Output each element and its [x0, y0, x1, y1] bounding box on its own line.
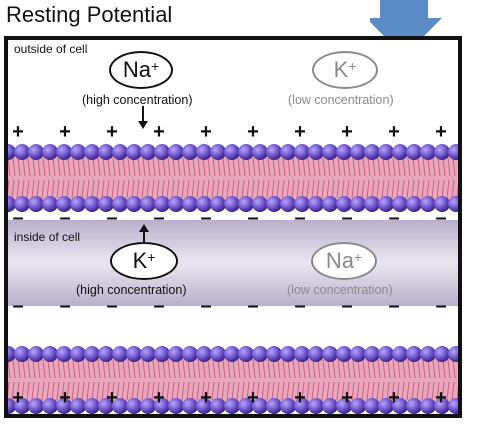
positive-charge: +	[12, 387, 24, 409]
positive-charge: +	[388, 121, 400, 143]
potassium-outside-concentration: (low concentration)	[288, 93, 394, 107]
sodium-inward-arrow	[138, 106, 148, 129]
positive-charge: +	[200, 387, 212, 409]
positive-charge: +	[341, 121, 353, 143]
positive-charge: +	[106, 387, 118, 409]
ion-charge: +	[353, 249, 363, 265]
positive-charge: +	[294, 121, 306, 143]
positive-charge: +	[59, 387, 71, 409]
negative-charge: –	[247, 207, 259, 229]
positive-charge: +	[341, 387, 353, 409]
negative-charge: –	[106, 295, 118, 317]
potassium-inside-concentration: (high concentration)	[76, 283, 187, 297]
negative-charge: –	[294, 295, 306, 317]
ion-symbol: Na	[325, 248, 354, 273]
outside-label: outside of cell	[14, 42, 88, 56]
positive-charge: +	[435, 387, 447, 409]
sodium-inside-concentration: (low concentration)	[287, 283, 393, 297]
negative-charge: –	[59, 295, 71, 317]
positive-charge: +	[106, 121, 118, 143]
upper-membrane	[8, 144, 458, 212]
sodium-outside-concentration: (high concentration)	[82, 93, 193, 107]
diagram-title: Resting Potential	[6, 2, 173, 27]
positive-charge: +	[153, 387, 165, 409]
potassium-outward-arrow	[139, 224, 149, 243]
negative-charge: –	[106, 207, 118, 229]
positive-charge: +	[388, 387, 400, 409]
negative-charge: –	[435, 295, 447, 317]
positive-charge: +	[247, 121, 259, 143]
negative-charge: –	[200, 295, 212, 317]
ion-charge: +	[147, 249, 156, 265]
positive-charge: +	[59, 121, 71, 143]
positive-charge: +	[153, 121, 165, 143]
ion-charge: +	[150, 58, 160, 74]
negative-charge: –	[153, 295, 165, 317]
negative-charge: –	[435, 207, 447, 229]
inside-label: inside of cell	[14, 230, 81, 244]
positive-charge: +	[200, 121, 212, 143]
ion-symbol: K	[132, 248, 148, 273]
ion-symbol: Na	[122, 57, 151, 82]
negative-charge: –	[59, 207, 71, 229]
potassium-ion-inside: K +	[110, 242, 178, 280]
sodium-ion-inside: Na +	[311, 242, 377, 280]
positive-charge: +	[12, 121, 24, 143]
sodium-ion-outside: Na +	[109, 51, 173, 89]
ion-charge: +	[348, 58, 357, 74]
negative-charge: –	[153, 207, 165, 229]
positive-charge: +	[435, 121, 447, 143]
cell-frame: outside of cell inside of cell Na + (high…	[4, 36, 462, 418]
down-arrow-decoration	[370, 0, 442, 56]
negative-charge: –	[294, 207, 306, 229]
positive-charge: +	[294, 387, 306, 409]
potassium-ion-outside: K +	[312, 51, 378, 89]
negative-charge: –	[341, 295, 353, 317]
negative-charge: –	[388, 295, 400, 317]
positive-charge: +	[247, 387, 259, 409]
negative-charge: –	[200, 207, 212, 229]
cytoplasm-band	[8, 220, 458, 306]
negative-charge: –	[12, 207, 24, 229]
negative-charge: –	[388, 207, 400, 229]
negative-charge: –	[12, 295, 24, 317]
membranes	[8, 144, 458, 414]
negative-charge: –	[341, 207, 353, 229]
negative-charge: –	[247, 295, 259, 317]
lower-membrane	[8, 346, 458, 414]
ion-symbol: K	[333, 57, 349, 82]
